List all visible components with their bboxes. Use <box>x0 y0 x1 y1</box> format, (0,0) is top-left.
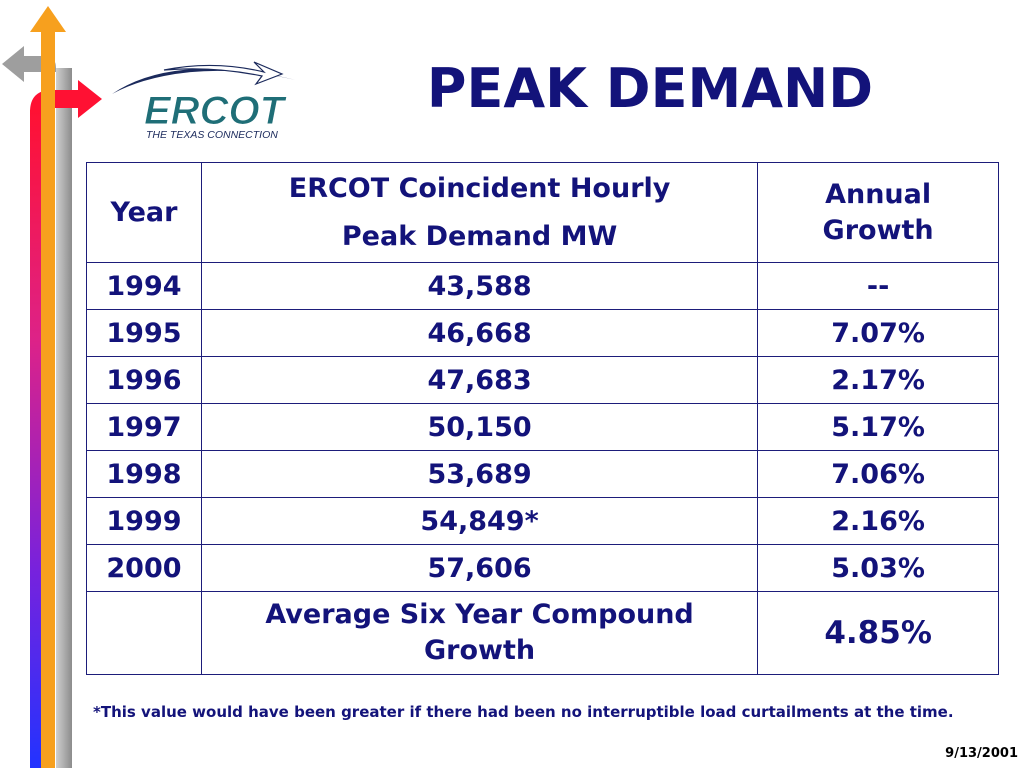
cell-growth: 7.07% <box>757 309 999 357</box>
table-row: 1995 46,668 7.07% <box>86 309 999 357</box>
table-row: 1998 53,689 7.06% <box>86 450 999 498</box>
header-annual-growth: Annual Growth <box>757 162 999 263</box>
table-row: 2000 57,606 5.03% <box>86 544 999 592</box>
decorative-arrows-graphic <box>2 6 102 768</box>
footnote: *This value would have been greater if t… <box>93 703 954 721</box>
header-peak-demand-line1: ERCOT Coincident Hourly <box>288 172 671 204</box>
logo-wordmark: ERCOT <box>144 89 288 133</box>
cell-peak-mw: 50,150 <box>200 403 759 451</box>
header-peak-demand-line2: Peak Demand MW <box>341 220 618 252</box>
header-growth-line2: Growth <box>822 214 934 246</box>
cell-growth: 5.17% <box>757 403 999 451</box>
cell-year: 1998 <box>86 450 202 498</box>
header-growth-line1: Annual <box>825 178 932 210</box>
cell-peak-mw: 43,588 <box>200 262 759 310</box>
cell-year: 1994 <box>86 262 202 310</box>
table-row: 1994 43,588 -- <box>86 262 999 310</box>
cell-growth: 2.17% <box>757 356 999 404</box>
header-peak-demand: ERCOT Coincident Hourly Peak Demand MW <box>200 162 759 263</box>
cell-peak-mw: 57,606 <box>200 544 759 592</box>
peak-demand-table: Year ERCOT Coincident Hourly Peak Demand… <box>86 162 999 675</box>
cell-year: 1995 <box>86 309 202 357</box>
cell-peak-mw: 46,668 <box>200 309 759 357</box>
table-row: 1999 54,849* 2.16% <box>86 497 999 545</box>
cell-growth: -- <box>757 262 999 310</box>
cell-peak-mw: 53,689 <box>200 450 759 498</box>
logo-tagline: THE TEXAS CONNECTION <box>146 129 278 141</box>
page-title: PEAK DEMAND <box>426 57 874 120</box>
cell-peak-mw: 54,849* <box>200 497 759 545</box>
cell-year: 1999 <box>86 497 202 545</box>
summary-label: Average Six Year Compound Growth <box>200 591 759 675</box>
cell-peak-mw: 47,683 <box>200 356 759 404</box>
header-year: Year <box>86 162 202 263</box>
cell-growth: 7.06% <box>757 450 999 498</box>
table-row: 1996 47,683 2.17% <box>86 356 999 404</box>
ercot-logo: ERCOT THE TEXAS CONNECTION <box>104 50 309 145</box>
ercot-swoosh-icon: ERCOT THE TEXAS CONNECTION <box>112 61 296 141</box>
orange-arrow-icon <box>30 6 66 768</box>
cell-year: 1996 <box>86 356 202 404</box>
table-header-row: Year ERCOT Coincident Hourly Peak Demand… <box>86 162 999 263</box>
cell-year: 2000 <box>86 544 202 592</box>
summary-row: Average Six Year Compound Growth 4.85% <box>86 591 999 675</box>
summary-empty-cell <box>86 591 202 675</box>
table-row: 1997 50,150 5.17% <box>86 403 999 451</box>
cell-growth: 5.03% <box>757 544 999 592</box>
gray-arrow-icon <box>2 46 72 768</box>
cell-year: 1997 <box>86 403 202 451</box>
cell-growth: 2.16% <box>757 497 999 545</box>
slide-date: 9/13/2001 <box>945 746 1018 761</box>
summary-value: 4.85% <box>757 591 999 675</box>
